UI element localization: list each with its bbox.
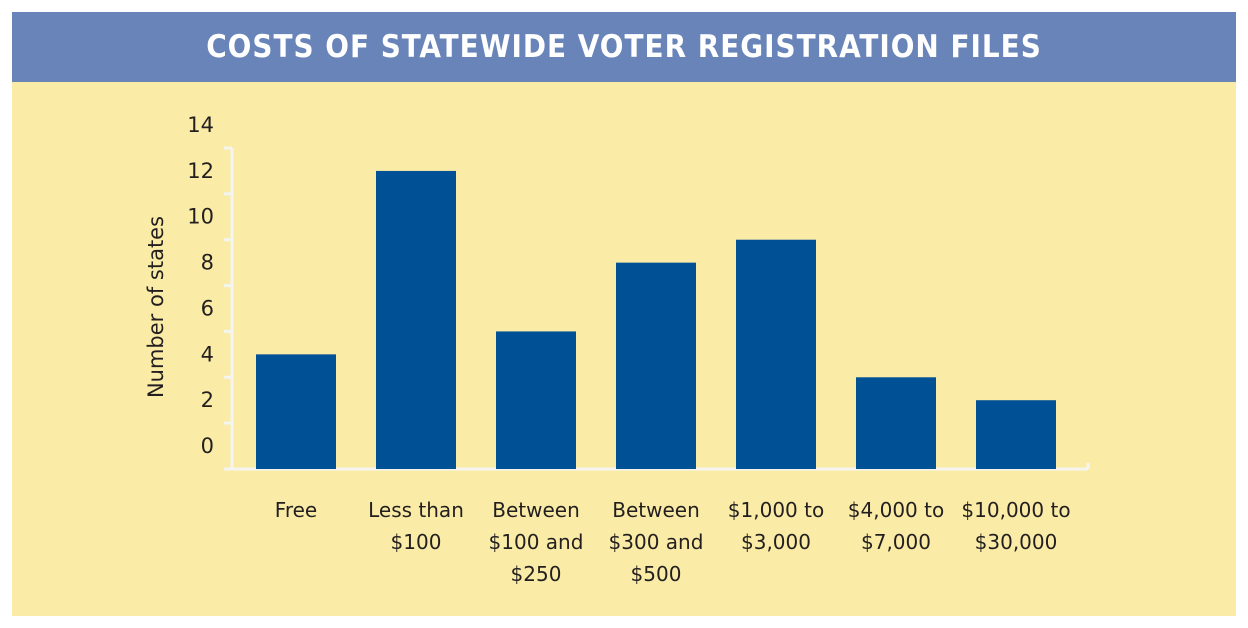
bar: [976, 400, 1056, 469]
banner: COSTS OF STATEWIDE VOTER REGISTRATION FI…: [12, 12, 1236, 82]
bar: [616, 262, 696, 469]
bar: [736, 239, 816, 469]
bar: [256, 354, 336, 469]
bar: [496, 331, 576, 469]
x-tick-label: Less than $100: [368, 498, 464, 554]
y-tick-label: 6: [201, 296, 214, 320]
x-tick-label: Free: [274, 498, 318, 522]
bar: [856, 377, 936, 469]
y-tick-label: 0: [201, 434, 214, 458]
chart-title: COSTS OF STATEWIDE VOTER REGISTRATION FI…: [206, 29, 1042, 65]
x-tick-label: Between $300 and $500: [608, 498, 704, 586]
y-tick-label: 14: [187, 113, 214, 137]
y-axis-label: Number of states: [144, 216, 168, 398]
y-tick-label: 8: [201, 251, 214, 275]
y-tick-label: 10: [187, 205, 214, 229]
x-tick-label: $10,000 to $30,000: [961, 498, 1071, 554]
y-tick-label: 12: [187, 159, 214, 183]
y-tick-label: 2: [201, 388, 214, 412]
y-tick-label: 4: [201, 342, 214, 366]
x-tick-label: $4,000 to $7,000: [847, 498, 945, 554]
x-tick-label: $1,000 to $3,000: [727, 498, 825, 554]
bar: [376, 170, 456, 469]
x-tick-label: Between $100 and $250: [488, 498, 584, 586]
